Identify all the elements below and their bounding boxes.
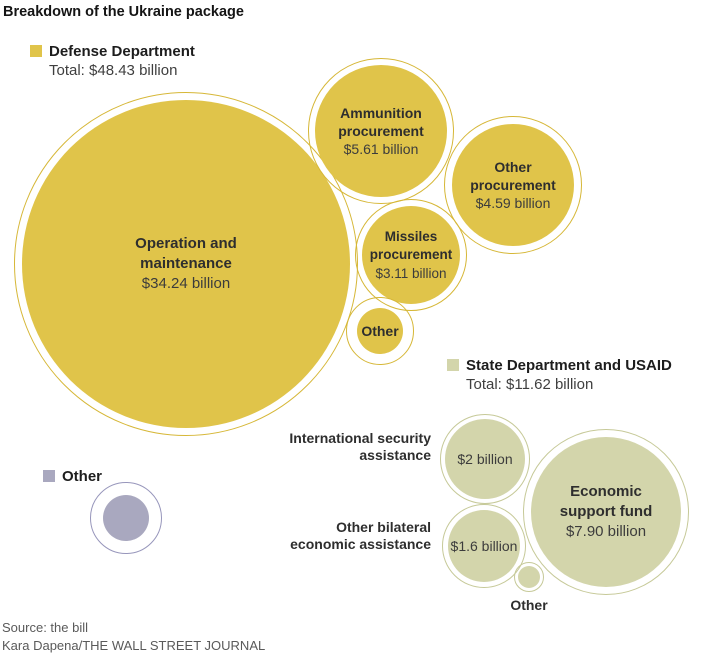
- chart-title: Breakdown of the Ukraine package: [3, 4, 244, 20]
- bubble-economic-support-fund: Economic support fund $7.90 billion: [523, 429, 689, 595]
- bubble-state-other: [514, 562, 544, 592]
- footer: Source: the bill Kara Dapena/THE WALL ST…: [2, 619, 265, 655]
- bubble-label: Other procurement: [470, 158, 556, 193]
- credit-line: Kara Dapena/THE WALL STREET JOURNAL: [2, 638, 266, 653]
- bubble-label: Operation and maintenance: [135, 235, 237, 272]
- bubble-value: $7.90 billion: [565, 523, 647, 540]
- bubble-ammunition-procurement: Ammunition procurement $5.61 billion: [308, 58, 454, 204]
- other-swatch-icon: [43, 470, 55, 482]
- legend-other-label: Other: [62, 468, 103, 485]
- defense-swatch-icon: [30, 45, 42, 57]
- bubble-value: $3.11 billion: [375, 265, 447, 281]
- bubble-other-procurement: Other procurement $4.59 billion: [444, 116, 582, 254]
- bubble-label: Other: [361, 323, 399, 339]
- state-swatch-icon: [447, 359, 459, 371]
- bubble-value: $2 billion: [457, 450, 513, 467]
- bubble-label: Missiles procurement: [369, 228, 453, 262]
- bubble-value: $4.59 billion: [475, 194, 551, 211]
- annotation-other-bilateral-economic-assistance: Other bilateral economic assistance: [290, 519, 431, 552]
- annotation-international-security-assistance: International security assistance: [289, 430, 431, 463]
- legend-state-label: State Department and USAID: [466, 357, 672, 374]
- bubble-value: $5.61 billion: [343, 140, 419, 157]
- bubble-value: $34.24 billion: [141, 275, 231, 292]
- bubble-other-total: [90, 482, 162, 554]
- bubble-missiles-procurement: Missiles procurement $3.11 billion: [355, 199, 467, 311]
- legend-state-department: State Department and USAID Total: $11.62…: [447, 356, 672, 395]
- legend-state-total: Total: $11.62 billion: [466, 376, 594, 393]
- bubble-label: Ammunition procurement: [338, 104, 424, 139]
- bubble-other-bilateral-economic-assistance: $1.6 billion: [442, 504, 526, 588]
- legend-defense-department: Defense Department Total: $48.43 billion: [30, 42, 195, 81]
- bubble-international-security-assistance: $2 billion: [440, 414, 530, 504]
- legend-other: Other: [43, 467, 102, 486]
- bubble-value: $1.6 billion: [450, 537, 518, 554]
- legend-defense-label: Defense Department: [49, 43, 195, 60]
- source-note: Source: the bill: [2, 620, 88, 635]
- legend-defense-total: Total: $48.43 billion: [49, 62, 178, 79]
- bubble-operation-and-maintenance: Operation and maintenance $34.24 billion: [14, 92, 358, 436]
- bubble-defense-other: Other: [346, 297, 414, 365]
- bubble-label: Economic support fund: [559, 483, 653, 520]
- annotation-state-other: Other: [510, 597, 548, 613]
